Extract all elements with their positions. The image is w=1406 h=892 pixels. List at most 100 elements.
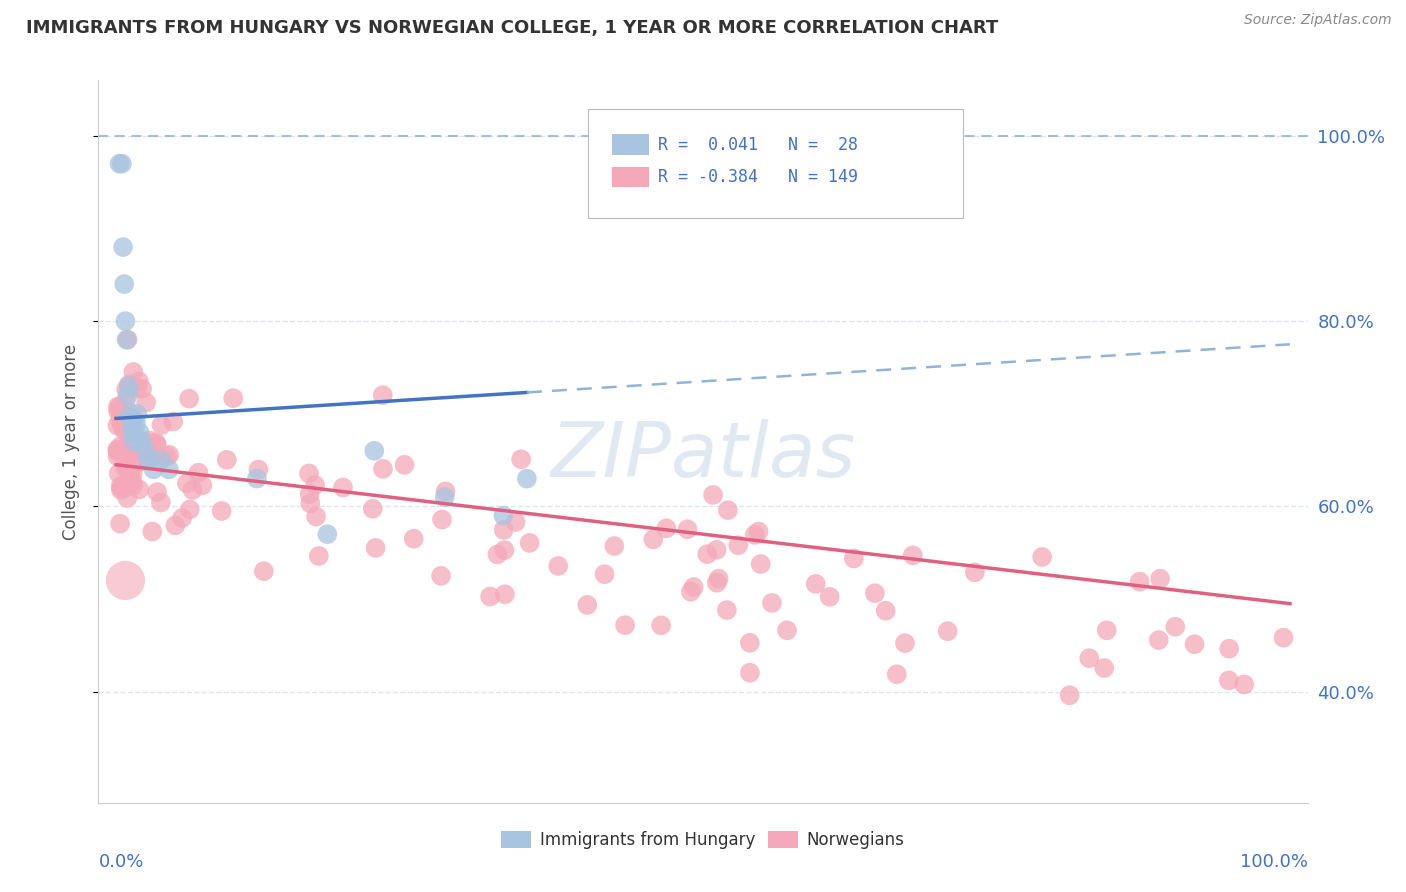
Point <box>176 476 198 491</box>
Point <box>172 511 194 525</box>
Point <box>1218 673 1240 688</box>
Point <box>139 434 162 448</box>
Text: R = -0.384   N = 149: R = -0.384 N = 149 <box>658 168 858 186</box>
Point <box>107 404 129 418</box>
Point <box>179 392 201 406</box>
Point <box>402 532 425 546</box>
Point <box>122 437 145 451</box>
Point <box>247 462 270 476</box>
Point <box>114 415 136 429</box>
Point <box>162 415 184 429</box>
Point <box>107 400 129 414</box>
Point <box>111 156 134 170</box>
Point <box>1218 641 1240 656</box>
Point <box>332 481 354 495</box>
Point <box>181 483 204 497</box>
Point <box>118 377 141 392</box>
Point <box>157 448 180 462</box>
Point <box>114 574 136 588</box>
Point <box>371 462 394 476</box>
Point <box>122 365 145 379</box>
Point <box>128 455 150 469</box>
Point <box>111 481 134 495</box>
Point <box>142 448 165 462</box>
Y-axis label: College, 1 year or more: College, 1 year or more <box>62 343 80 540</box>
Point <box>246 472 269 486</box>
Point <box>125 381 148 395</box>
Point <box>142 462 165 476</box>
Point <box>110 483 132 497</box>
Point <box>727 538 749 552</box>
Point <box>121 475 143 489</box>
Point <box>120 416 142 430</box>
Point <box>125 416 148 430</box>
Point <box>1164 620 1187 634</box>
Point <box>1078 651 1101 665</box>
Text: 0.0%: 0.0% <box>98 854 143 871</box>
Point <box>643 533 665 547</box>
Point <box>706 575 728 590</box>
Point <box>117 491 139 505</box>
Point <box>121 420 143 434</box>
Point <box>121 425 143 440</box>
Point <box>593 567 616 582</box>
Point <box>118 473 141 487</box>
Point <box>492 508 515 523</box>
Point <box>1184 637 1206 651</box>
Point <box>707 572 730 586</box>
Point <box>863 586 886 600</box>
Point <box>486 548 509 562</box>
Point <box>145 436 167 450</box>
Point <box>110 412 132 426</box>
Point <box>494 587 516 601</box>
Point <box>156 450 179 464</box>
Point <box>430 569 453 583</box>
Point <box>744 528 766 542</box>
Point <box>128 483 150 497</box>
Point <box>717 503 740 517</box>
Point <box>112 423 135 437</box>
Point <box>963 566 986 580</box>
Point <box>253 564 276 578</box>
Point <box>316 527 339 541</box>
Point <box>127 407 149 421</box>
Point <box>110 417 132 432</box>
Point <box>761 596 783 610</box>
Point <box>149 495 172 509</box>
Text: IMMIGRANTS FROM HUNGARY VS NORWEGIAN COLLEGE, 1 YEAR OR MORE CORRELATION CHART: IMMIGRANTS FROM HUNGARY VS NORWEGIAN COL… <box>25 19 998 37</box>
Point <box>603 539 626 553</box>
Point <box>364 541 387 555</box>
Point <box>114 394 136 409</box>
Point <box>1147 633 1170 648</box>
Point <box>115 333 138 347</box>
Point <box>115 383 138 397</box>
Point <box>107 450 129 464</box>
Point <box>222 391 245 405</box>
Point <box>131 382 153 396</box>
Point <box>108 516 131 531</box>
Point <box>122 434 145 449</box>
Point <box>655 521 678 535</box>
Point <box>679 584 702 599</box>
Point <box>738 636 761 650</box>
Point <box>110 439 132 453</box>
Point <box>430 512 453 526</box>
Point <box>122 478 145 492</box>
Point <box>121 466 143 480</box>
Point <box>120 466 142 480</box>
Point <box>696 547 718 561</box>
Point <box>157 462 180 476</box>
Point <box>716 603 738 617</box>
Legend: Immigrants from Hungary, Norwegians: Immigrants from Hungary, Norwegians <box>495 824 911 856</box>
Point <box>298 467 321 481</box>
Point <box>818 590 841 604</box>
Point <box>363 443 385 458</box>
Point <box>1095 624 1118 638</box>
Point <box>434 484 457 499</box>
Point <box>112 240 135 254</box>
Point <box>120 407 142 421</box>
Point <box>134 443 156 458</box>
Point <box>112 277 135 291</box>
Point <box>105 442 128 457</box>
Point <box>702 488 724 502</box>
